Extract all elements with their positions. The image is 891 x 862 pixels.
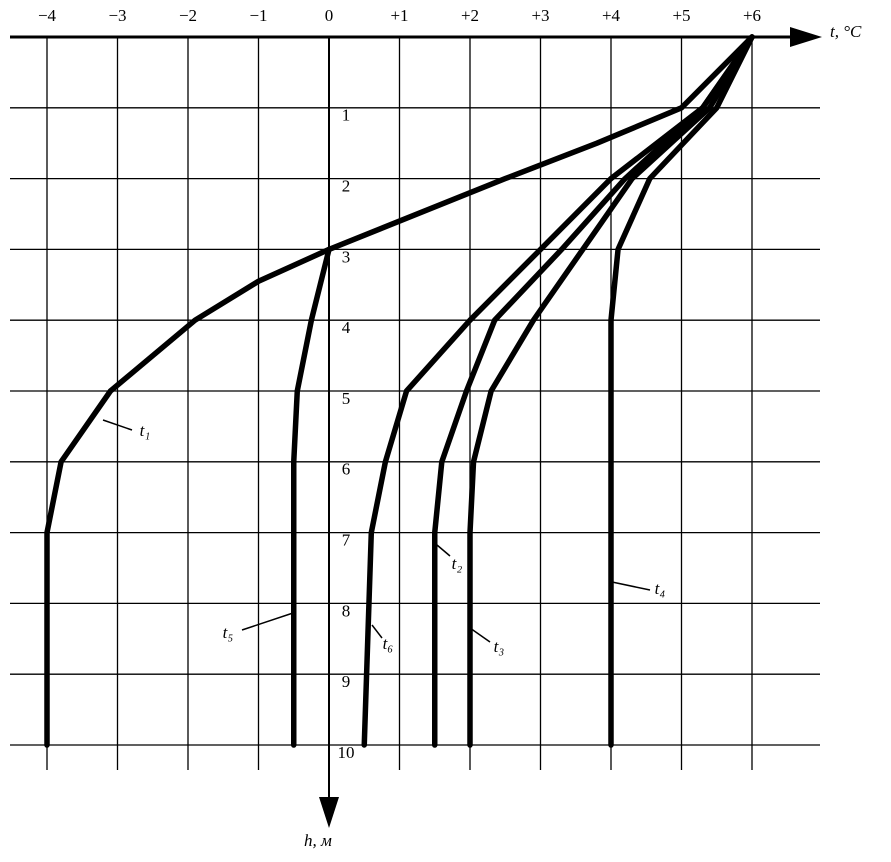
x-tick-label: −1	[249, 6, 267, 25]
curve	[467, 34, 755, 748]
tick-label-bg	[336, 321, 358, 339]
tick-label-bg	[336, 250, 358, 268]
curve-label: t₂	[452, 554, 463, 573]
curve	[44, 34, 755, 748]
x-tick-label: +2	[461, 6, 479, 25]
y-tick-label: 9	[342, 672, 351, 691]
y-tick-label: 7	[342, 531, 351, 550]
curve-label: t₅	[223, 623, 234, 642]
y-tick-label: 8	[342, 601, 351, 620]
y-tick-label: 10	[338, 743, 355, 762]
x-tick-label: +4	[602, 6, 621, 25]
x-axis-label: t, °C	[830, 22, 862, 41]
x-tick-label: −3	[108, 6, 126, 25]
y-tick-label: 4	[342, 318, 351, 337]
x-tick-label: +5	[672, 6, 690, 25]
y-tick-label: 3	[342, 247, 351, 266]
y-tick-label: 6	[342, 460, 351, 479]
y-axis-label: h, м	[304, 831, 332, 850]
tick-label-bg	[336, 675, 358, 693]
y-tick-label: 5	[342, 389, 351, 408]
y-tick-label: 2	[342, 177, 351, 196]
tick-label-bg	[336, 392, 358, 409]
curve-label: t₃	[494, 637, 505, 656]
tick-label-bg	[336, 533, 358, 551]
leader-line	[371, 624, 383, 639]
leader-line	[436, 544, 451, 557]
tick-label-bg	[336, 179, 358, 197]
curve	[432, 34, 755, 748]
leader-line	[241, 612, 294, 631]
x-tick-label: 0	[325, 6, 334, 25]
curve-label: t₄	[655, 579, 666, 598]
y-tick-label: 1	[342, 106, 351, 125]
leader-line	[611, 581, 651, 591]
curve-label: t₁	[140, 421, 151, 440]
x-tick-label: +6	[743, 6, 761, 25]
tick-label-bg	[336, 746, 358, 763]
y-axis-arrow	[319, 797, 339, 828]
tick-label-bg	[336, 108, 358, 126]
tick-label-bg	[336, 604, 358, 622]
x-tick-label: −4	[38, 6, 57, 25]
tick-label-bg	[336, 462, 358, 480]
x-axis-arrow	[790, 27, 822, 47]
curve	[361, 34, 755, 748]
curve-label: t₆	[383, 634, 394, 653]
x-tick-label: +3	[531, 6, 549, 25]
x-tick-label: −2	[179, 6, 197, 25]
leader-line	[469, 627, 491, 643]
curve	[291, 246, 332, 748]
x-tick-label: +1	[390, 6, 408, 25]
curve	[608, 34, 755, 748]
leader-line	[102, 419, 133, 431]
